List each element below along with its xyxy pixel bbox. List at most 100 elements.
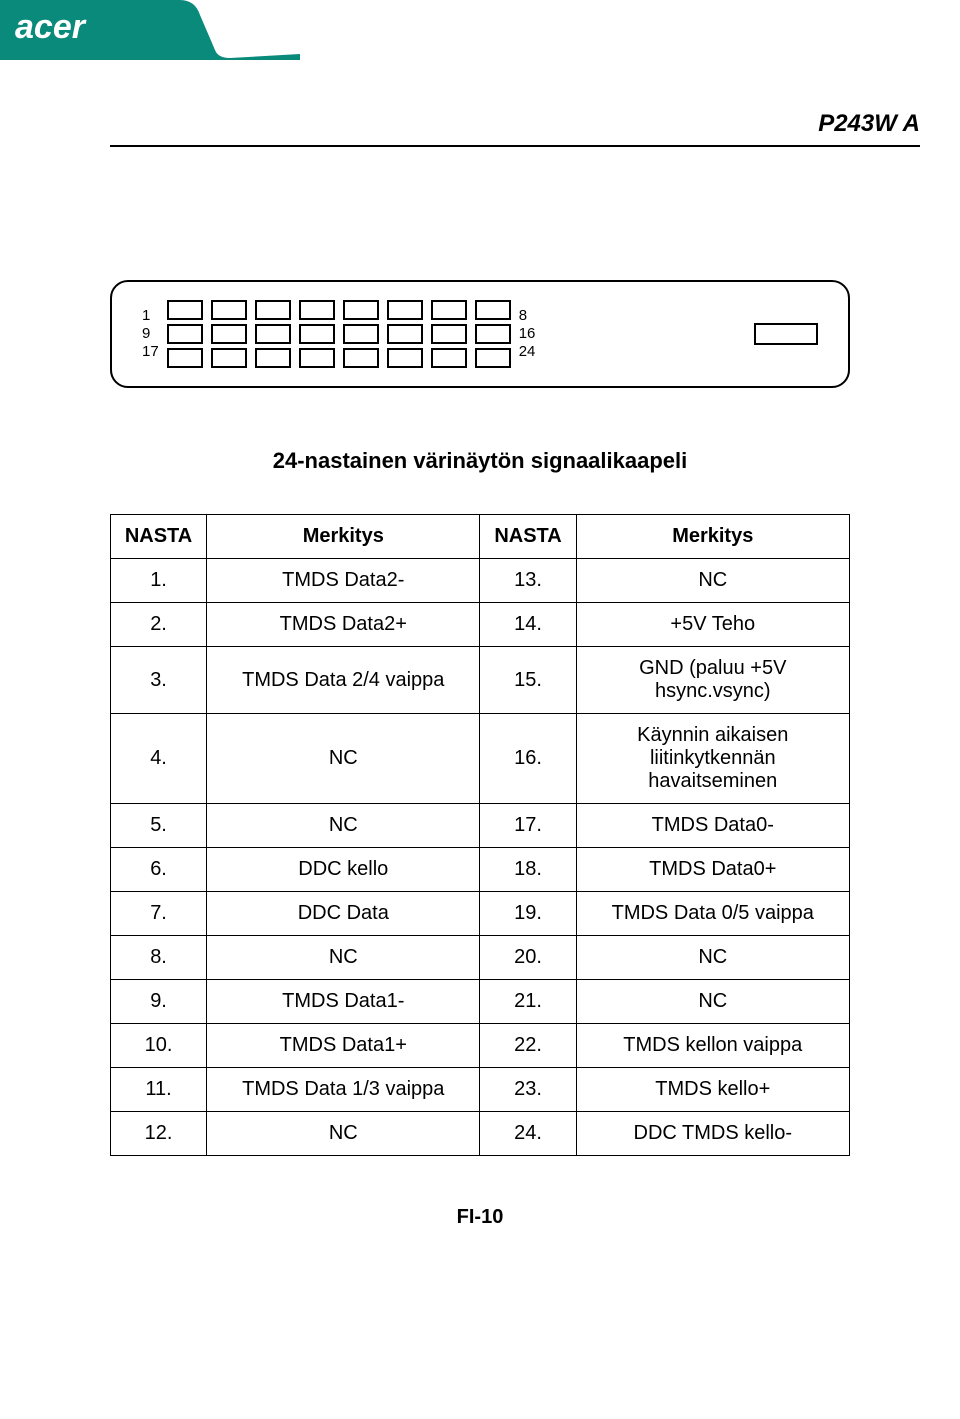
table-cell: 3. [111,647,207,714]
table-cell: TMDS Data1+ [207,1024,480,1068]
pin-row [167,324,511,344]
pin-label: 9 [142,325,159,343]
page-content: 1 9 17 8 16 24 24-nastainen värinäytön s… [110,280,850,1259]
ground-blade-pin [754,323,818,345]
table-cell: TMDS Data0+ [576,848,849,892]
ground-blade-wrap [754,304,818,364]
pin-label: 24 [519,343,536,361]
pin [211,348,247,368]
table-cell: TMDS kellon vaippa [576,1024,849,1068]
table-cell: 18. [480,848,576,892]
pin [343,324,379,344]
table-cell: TMDS Data 0/5 vaippa [576,892,849,936]
table-cell: 22. [480,1024,576,1068]
pin [167,348,203,368]
pin [255,324,291,344]
table-cell: 14. [480,603,576,647]
table-cell: DDC TMDS kello- [576,1112,849,1156]
table-row: 3.TMDS Data 2/4 vaippa15.GND (paluu +5V … [111,647,850,714]
table-cell: 13. [480,559,576,603]
table-cell: NC [576,936,849,980]
table-row: 6.DDC kello18.TMDS Data0+ [111,848,850,892]
pin [211,324,247,344]
page-header: acer [0,0,960,80]
pin-label: 1 [142,307,159,325]
table-cell: 23. [480,1068,576,1112]
table-cell: TMDS kello+ [576,1068,849,1112]
pin-left-labels: 1 9 17 [142,307,159,361]
pin [387,324,423,344]
table-row: 4.NC16.Käynnin aikaisen liitinkytkennän … [111,714,850,804]
pin [255,300,291,320]
table-cell: 6. [111,848,207,892]
pin-row [167,348,511,368]
table-cell: Käynnin aikaisen liitinkytkennän havaits… [576,714,849,804]
table-cell: 2. [111,603,207,647]
table-cell: 17. [480,804,576,848]
table-cell: 8. [111,936,207,980]
table-cell: NC [207,936,480,980]
pin [167,324,203,344]
pin [167,300,203,320]
table-row: 9.TMDS Data1-21.NC [111,980,850,1024]
pin-row [167,300,511,320]
table-cell: 15. [480,647,576,714]
table-cell: TMDS Data 2/4 vaippa [207,647,480,714]
pin-right-labels: 8 16 24 [519,307,536,361]
connector-diagram: 1 9 17 8 16 24 [110,280,850,388]
table-row: 1.TMDS Data2-13.NC [111,559,850,603]
table-cell: DDC kello [207,848,480,892]
table-cell: TMDS Data1- [207,980,480,1024]
pin-rows [167,300,511,368]
table-cell: +5V Teho [576,603,849,647]
pin [343,300,379,320]
table-cell: 11. [111,1068,207,1112]
model-label: P243W A [818,110,920,138]
pin [475,348,511,368]
pin [431,348,467,368]
table-cell: NC [576,559,849,603]
table-cell: 5. [111,804,207,848]
table-cell: 21. [480,980,576,1024]
table-cell: NC [207,1112,480,1156]
pinout-table: NASTA Merkitys NASTA Merkitys 1.TMDS Dat… [110,514,850,1156]
pin-label: 16 [519,325,536,343]
pin-label: 17 [142,343,159,361]
diagram-caption: 24-nastainen värinäytön signaalikaapeli [110,448,850,474]
table-cell: TMDS Data 1/3 vaippa [207,1068,480,1112]
table-cell: 4. [111,714,207,804]
table-header: NASTA [111,515,207,559]
pin [299,300,335,320]
table-header: Merkitys [207,515,480,559]
table-row: 5.NC17.TMDS Data0- [111,804,850,848]
table-cell: 20. [480,936,576,980]
pin [431,324,467,344]
table-row: 8.NC20.NC [111,936,850,980]
table-cell: 1. [111,559,207,603]
horizontal-rule [110,145,920,147]
table-header: NASTA [480,515,576,559]
table-header-row: NASTA Merkitys NASTA Merkitys [111,515,850,559]
brand-logo-text: acer [15,8,85,46]
pin [475,300,511,320]
table-cell: 9. [111,980,207,1024]
table-row: 10.TMDS Data1+22.TMDS kellon vaippa [111,1024,850,1068]
pin [387,348,423,368]
table-cell: DDC Data [207,892,480,936]
pin [343,348,379,368]
page-number: FI-10 [110,1206,850,1259]
table-cell: NC [207,714,480,804]
brand-logo: acer [15,8,125,48]
pin [255,348,291,368]
pin [211,300,247,320]
table-row: 7.DDC Data19.TMDS Data 0/5 vaippa [111,892,850,936]
table-header: Merkitys [576,515,849,559]
pin [475,324,511,344]
pin [431,300,467,320]
table-cell: TMDS Data0- [576,804,849,848]
pin-label: 8 [519,307,536,325]
table-cell: 7. [111,892,207,936]
pin-grid-block: 1 9 17 8 16 24 [142,300,535,368]
table-cell: 12. [111,1112,207,1156]
pin [387,300,423,320]
